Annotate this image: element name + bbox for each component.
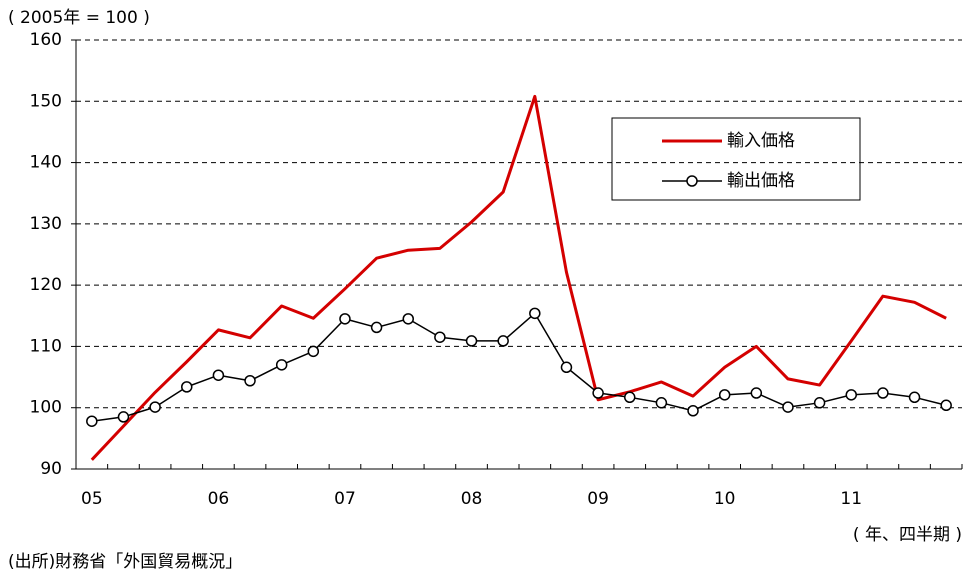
data-point: [339, 313, 351, 325]
y-tick-label: 110: [30, 336, 62, 356]
y-axis-label: ( 2005年 = 100 ): [8, 8, 150, 28]
data-point: [465, 335, 478, 347]
data-point: [212, 369, 225, 381]
x-tick-label: 05: [81, 489, 103, 509]
data-point: [750, 387, 763, 399]
legend-label: 輸出価格: [727, 171, 795, 191]
data-point: [275, 359, 288, 371]
data-point: [908, 391, 921, 404]
y-tick-label: 120: [30, 275, 62, 295]
data-point: [370, 321, 383, 334]
x-tick-label: 07: [334, 489, 356, 509]
data-point: [307, 345, 320, 358]
x-tick-label: 08: [461, 489, 483, 509]
data-point: [560, 361, 573, 374]
data-point: [244, 374, 256, 387]
data-line: [90, 94, 947, 461]
source-note: (出所)財務省「外国貿易概況」: [8, 552, 242, 572]
x-tick-label: 10: [714, 489, 736, 509]
data-point: [655, 397, 668, 409]
data-point: [117, 411, 130, 423]
y-tick-label: 150: [30, 91, 62, 111]
data-point: [624, 391, 636, 404]
y-tick-label: 160: [30, 30, 62, 50]
data-point: [434, 331, 446, 343]
y-tick-label: 90: [40, 459, 62, 479]
data-point: [402, 313, 414, 325]
y-tick-label: 140: [30, 153, 62, 173]
data-point: [529, 307, 541, 320]
x-axis-label: ( 年、四半期 ): [853, 525, 962, 545]
data-point: [149, 401, 161, 413]
legend-label: 輸入価格: [727, 131, 795, 151]
legend-box: [611, 117, 861, 201]
data-point: [782, 401, 794, 413]
data-point: [497, 335, 509, 347]
x-tick-label: 06: [208, 489, 230, 509]
data-point: [181, 381, 193, 393]
data-point: [718, 389, 731, 401]
legend-marker: [686, 175, 698, 187]
data-point: [877, 387, 889, 399]
data-point: [86, 415, 98, 427]
data-point: [813, 397, 826, 409]
y-tick-label: 100: [30, 398, 62, 418]
data-line: [91, 312, 947, 422]
x-tick-label: 11: [840, 489, 862, 509]
data-point: [940, 399, 952, 412]
x-tick-label: 09: [587, 489, 609, 509]
y-tick-label: 130: [30, 214, 62, 234]
data-point: [845, 389, 857, 401]
data-point: [592, 387, 604, 399]
data-point: [687, 405, 699, 417]
